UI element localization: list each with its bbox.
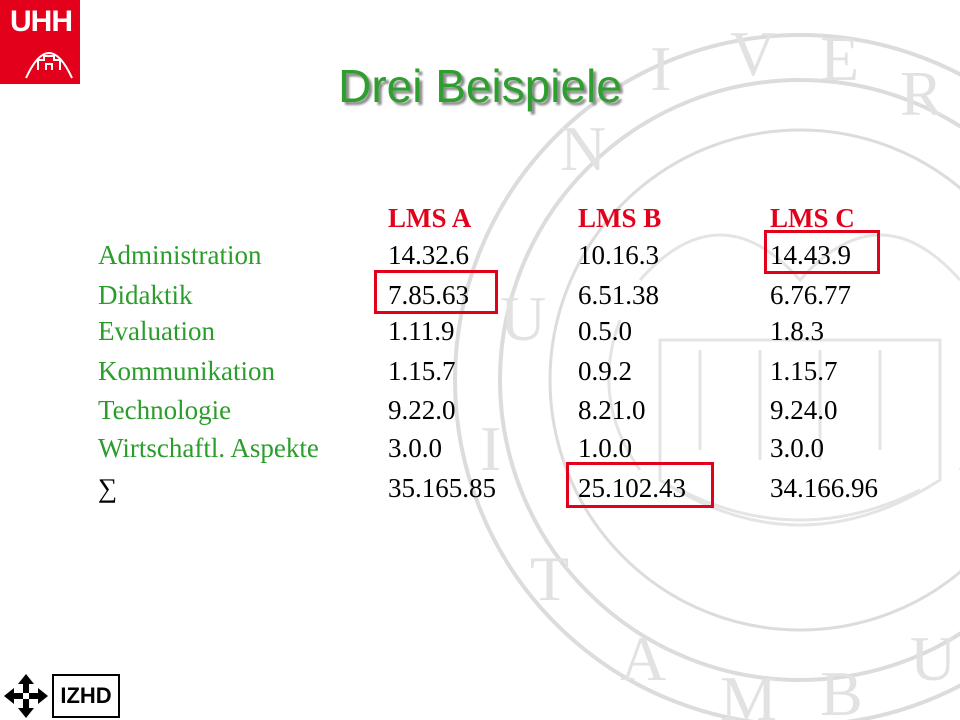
svg-text:R: R — [900, 58, 943, 129]
column-header-lms-b: LMS B — [578, 203, 662, 233]
table-cell: 3.0.0 — [388, 433, 442, 463]
table-cell: 14.43.9 — [770, 240, 851, 270]
izhd-logo-text: IZHD — [52, 674, 120, 718]
table-cell: 1.11.9 — [388, 316, 455, 346]
row-label-evaluation: Evaluation — [98, 316, 215, 346]
svg-text:V: V — [730, 20, 776, 89]
table-cell: 9.24.0 — [770, 395, 838, 425]
table-cell: 1.15.7 — [770, 356, 838, 386]
uhh-logo-text: UHH — [10, 5, 73, 38]
highlight-box-lms-c-administration — [764, 230, 880, 274]
svg-text:I: I — [650, 33, 671, 104]
izhd-logo: IZHD — [0, 672, 122, 720]
table-cell: 7.85.63 — [388, 280, 469, 310]
table-cell: 6.76.77 — [770, 280, 851, 310]
svg-text:N: N — [560, 113, 606, 184]
table-cell: 0.9.2 — [578, 356, 632, 386]
svg-text:T: T — [530, 543, 569, 614]
table-cell: 34.166.96 — [770, 473, 878, 503]
svg-text:E: E — [820, 23, 859, 94]
svg-text:M: M — [720, 663, 777, 720]
table-cell: 9.22.0 — [388, 395, 456, 425]
column-header-lms-a: LMS A — [388, 203, 472, 233]
uhh-logo: UHH — [0, 0, 80, 84]
table-cell: 14.32.6 — [388, 240, 469, 270]
highlight-box-lms-b-sum — [566, 462, 714, 508]
castle-icon — [25, 52, 73, 79]
table-cell: 25.102.43 — [578, 473, 686, 503]
svg-text:B: B — [820, 658, 863, 720]
table-cell: 1.15.7 — [388, 356, 456, 386]
row-label-kommunikation: Kommunikation — [98, 356, 275, 386]
table-cell: 8.21.0 — [578, 395, 646, 425]
row-label-wirtschaftl-aspekte: Wirtschaftl. Aspekte — [98, 433, 319, 463]
svg-text:I: I — [480, 413, 501, 484]
slide-title: Drei Beispiele — [338, 60, 622, 112]
highlight-box-lms-a-didaktik — [374, 270, 498, 314]
row-label-didaktik: Didaktik — [98, 280, 193, 310]
svg-text:U: U — [500, 283, 546, 354]
row-label-administration: Administration — [98, 240, 262, 270]
table-cell: 0.5.0 — [578, 316, 632, 346]
column-header-lms-c: LMS C — [770, 203, 855, 233]
svg-text:A: A — [620, 623, 666, 694]
row-label-sum: ∑ — [98, 473, 118, 503]
table-cell: 10.16.3 — [578, 240, 659, 270]
table-cell: 35.165.85 — [388, 473, 496, 503]
table-cell: 1.8.3 — [770, 316, 824, 346]
table-cell: 6.51.38 — [578, 280, 659, 310]
university-seal-watermark: U N I V E R I T A M B U — [453, 20, 960, 720]
table-cell: 1.0.0 — [578, 433, 632, 463]
table-cell: 3.0.0 — [770, 433, 824, 463]
cross-arrows-icon — [4, 674, 48, 718]
svg-text:U: U — [910, 623, 956, 694]
row-label-technologie: Technologie — [98, 395, 232, 425]
